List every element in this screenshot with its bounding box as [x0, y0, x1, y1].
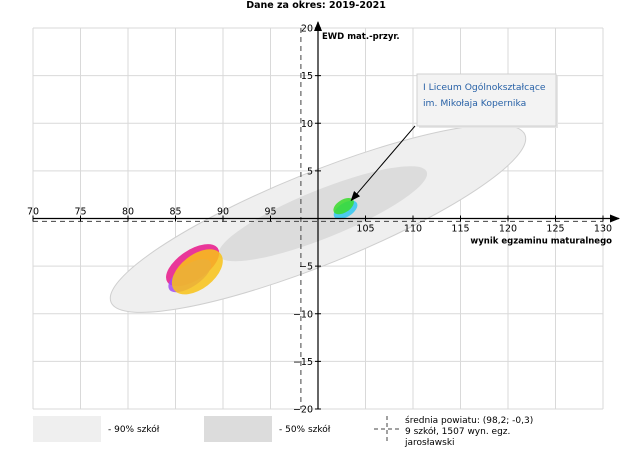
legend-swatch-50: [204, 416, 272, 442]
x-tick-label: 75: [74, 207, 86, 218]
y-tick-label: −20: [293, 405, 313, 416]
x-tick-label: 110: [404, 224, 422, 235]
x-tick-label: 125: [546, 224, 564, 235]
legend-label-50: - 50% szkół: [279, 424, 331, 435]
x-tick-label: 120: [499, 224, 517, 235]
x-axis-label: wynik egzaminu maturalnego: [470, 237, 612, 247]
x-tick-label: 90: [217, 207, 229, 218]
annotation-line-1: I Liceum Ogólnokształcące: [423, 82, 546, 93]
x-tick-label: 80: [122, 207, 134, 218]
legend-text-line: jarosławski: [404, 438, 455, 448]
legend-swatch-90: [33, 416, 101, 442]
x-tick-label: 70: [27, 207, 39, 218]
y-tick-label: −10: [293, 309, 313, 320]
x-tick-label: 115: [451, 224, 469, 235]
y-tick-label: −15: [293, 357, 313, 368]
y-tick-label: 5: [307, 166, 313, 177]
legend-label-90: - 90% szkół: [108, 424, 160, 435]
x-tick-label: 95: [264, 207, 276, 218]
y-axis-label: EWD mat.-przyr.: [322, 32, 400, 42]
school-ellipse: [333, 197, 354, 215]
y-tick-label: 20: [301, 24, 313, 35]
x-tick-label: 85: [169, 207, 181, 218]
school-ellipse: [171, 249, 223, 295]
legend-text-line: 9 szkół, 1507 wyn. egz.: [405, 426, 510, 437]
annotation-arrow: [350, 125, 416, 202]
legend-text-line: średnia powiatu: (98,2; -0,3): [405, 415, 533, 426]
annotation-line-2: im. Mikołaja Kopernika: [423, 98, 526, 109]
annotation-box: [416, 73, 557, 127]
y-tick-label: 10: [301, 119, 313, 130]
chart-title: Dane za okres: 2019-2021: [246, 0, 386, 11]
x-tick-label: 105: [356, 224, 374, 235]
y-tick-label: −5: [299, 262, 313, 273]
band-50-ellipse: [218, 166, 428, 262]
y-tick-label: 15: [301, 71, 313, 82]
x-tick-label: 130: [594, 224, 612, 235]
